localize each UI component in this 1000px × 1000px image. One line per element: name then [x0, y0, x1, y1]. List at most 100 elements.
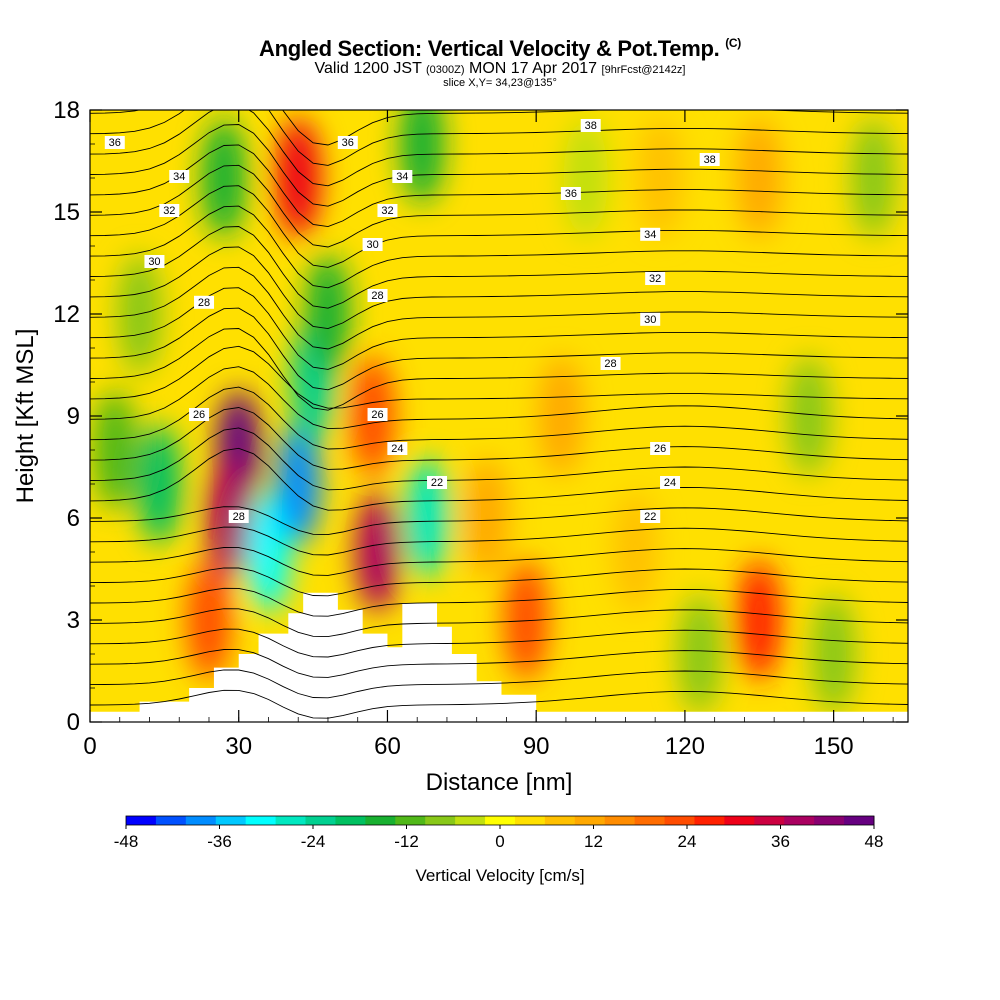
- velocity-cell: [137, 424, 182, 544]
- velocity-cell: [737, 118, 782, 238]
- colorbar-swatch: [724, 816, 755, 825]
- isentrope-line: [90, 547, 908, 576]
- contour-label-bg: [104, 136, 125, 149]
- colorbar-swatch: [814, 816, 845, 825]
- colorbar-swatch: [784, 816, 815, 825]
- isentrope-line: [90, 587, 908, 617]
- contour-label-bg: [362, 238, 383, 251]
- contour-label: 34: [396, 171, 408, 183]
- contour-label-bg: [560, 187, 581, 200]
- contour-label: 28: [604, 358, 616, 370]
- contour-label-bg: [392, 170, 413, 183]
- isentrope-line: [90, 345, 908, 409]
- x-tick-label: 150: [814, 733, 854, 760]
- isentrope-line: [90, 205, 908, 289]
- y-tick-label: 12: [53, 301, 80, 328]
- colorbar-swatch: [485, 816, 516, 825]
- contour-label-bg: [427, 476, 448, 489]
- contour-label: 32: [381, 205, 393, 217]
- isentrope-line: [90, 110, 908, 166]
- chart-title: Angled Section: Vertical Velocity & Pot.…: [258, 36, 741, 61]
- velocity-cell: [851, 118, 896, 238]
- isentrope-line: [90, 110, 908, 187]
- colorbar-swatch: [425, 816, 456, 825]
- contour-label: 28: [371, 290, 383, 302]
- colorbar-swatch: [215, 816, 247, 825]
- isentrope-line: [90, 526, 908, 556]
- contour-label-bg: [367, 289, 388, 302]
- contour-label-bg: [337, 136, 358, 149]
- isentrope-line: [90, 567, 908, 597]
- colorbar-swatch: [155, 816, 187, 825]
- contour-label: 32: [163, 205, 175, 217]
- isentrope-line: [90, 366, 908, 430]
- y-tick-label: 0: [67, 709, 80, 736]
- velocity-cell: [677, 594, 722, 714]
- colorbar-tick-label: 12: [584, 832, 603, 851]
- vertical-velocity-field: [90, 110, 908, 722]
- contour-label-bg: [660, 476, 681, 489]
- contour-label-bg: [159, 204, 180, 217]
- velocity-cell: [305, 254, 350, 374]
- slice-label: slice X,Y= 34,23@135°: [443, 77, 557, 89]
- colorbar-swatch: [335, 816, 366, 825]
- contour-labels: 36 34 32 30 28 38 36 34 32 30 28 26 28 26 24 22 38 36 34 32…: [104, 119, 720, 523]
- colorbar-swatch: [514, 816, 546, 825]
- colorbar-swatch: [365, 816, 396, 825]
- colorbar-swatch: [305, 816, 336, 825]
- contour-label: 26: [654, 443, 666, 455]
- contour-label: 36: [565, 188, 577, 200]
- contour-label-bg: [650, 442, 671, 455]
- velocity-cell: [638, 118, 683, 238]
- contour-label-bg: [194, 295, 215, 309]
- colorbar-swatch: [634, 816, 666, 825]
- x-tick-label: 0: [83, 733, 96, 760]
- contour-label-bg: [699, 153, 720, 166]
- contour-label: 22: [644, 511, 656, 523]
- y-tick-label: 9: [67, 403, 80, 430]
- velocity-cell: [276, 118, 321, 238]
- y-tick-label: 6: [67, 505, 80, 532]
- contour-label-bg: [645, 272, 666, 285]
- colorbar-swatch: [844, 816, 875, 825]
- colorbar-swatch: [544, 816, 576, 825]
- isentrope-line: [90, 628, 908, 658]
- y-tick-label: 3: [67, 607, 80, 634]
- colorbar-label: Vertical Velocity [cm/s]: [415, 866, 584, 885]
- contour-label: 28: [233, 511, 245, 523]
- isentrope-line: [90, 124, 908, 207]
- contour-label: 30: [644, 314, 656, 326]
- colorbar-swatch: [395, 816, 426, 825]
- isentrope-line: [90, 328, 908, 411]
- isentrope-line: [90, 649, 908, 678]
- velocity-cell: [355, 492, 400, 612]
- contour-label-bg: [640, 227, 661, 241]
- velocity-cell: [538, 356, 583, 476]
- isentrope-line: [90, 386, 908, 450]
- contour-label-bg: [640, 510, 661, 523]
- contour-label-bg: [367, 408, 388, 421]
- contour-label-bg: [169, 170, 190, 183]
- contour-label: 26: [371, 409, 383, 421]
- velocity-cell: [563, 118, 608, 238]
- contour-label-bg: [144, 255, 165, 268]
- isentrope-line: [90, 407, 908, 470]
- velocity-cell: [276, 424, 321, 544]
- colorbar-swatch: [694, 816, 725, 825]
- isentrope-line: [90, 164, 908, 248]
- colorbar: -48 -36 -24 -12 0 12 24 36 48: [114, 815, 883, 851]
- x-tick-label: 90: [523, 733, 550, 760]
- colorbar-tick-label: 0: [495, 832, 504, 851]
- x-axis: 0 30 60 90 120 150: [83, 110, 894, 760]
- contour-label: 24: [664, 477, 676, 489]
- velocity-cell: [464, 458, 509, 578]
- isentrope-line: [90, 246, 908, 330]
- contour-label-bg: [189, 408, 210, 421]
- isentrope-line: [90, 185, 908, 268]
- velocity-cell: [737, 560, 782, 680]
- y-tick-label: 18: [53, 97, 80, 124]
- contour-label: 38: [585, 120, 597, 132]
- isentrope-line: [90, 307, 908, 391]
